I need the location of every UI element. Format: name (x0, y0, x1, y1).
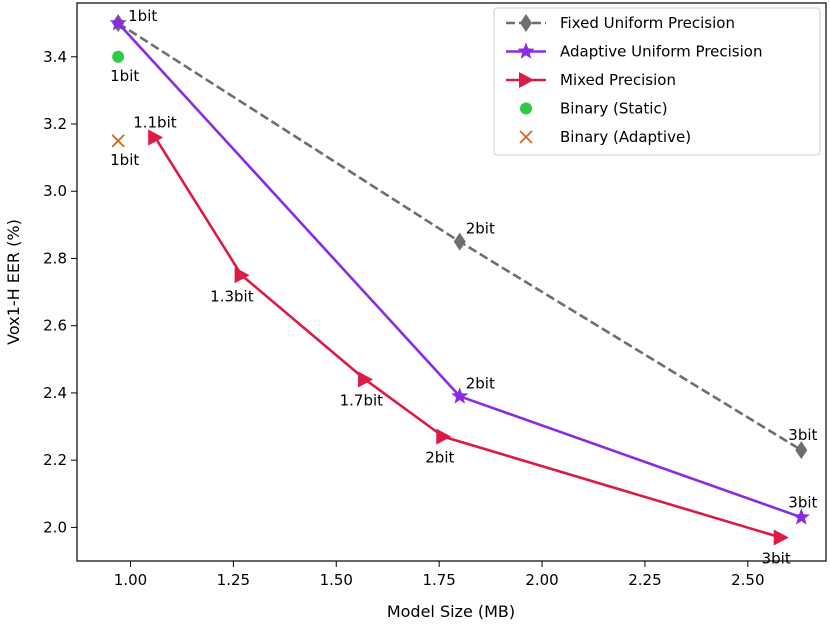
point-annotation: 1.7bit (340, 391, 384, 409)
point-annotation: 1bit (110, 67, 139, 85)
data-point-marker (436, 428, 452, 445)
x-tick-label: 2.25 (628, 571, 661, 589)
y-tick-label: 3.4 (43, 48, 67, 66)
legend-label: Binary (Adaptive) (560, 128, 691, 146)
legend-marker (519, 72, 534, 88)
data-point-marker (148, 129, 164, 146)
x-axis-label: Model Size (MB) (387, 602, 515, 621)
legend-label: Adaptive Uniform Precision (560, 43, 762, 61)
x-tick-label: 1.75 (422, 571, 455, 589)
series-adaptive-uniform-precision (109, 14, 810, 525)
legend-marker (517, 42, 535, 59)
legend-label: Mixed Precision (560, 71, 676, 89)
point-annotation: 2bit (466, 220, 495, 238)
legend-entry: Fixed Uniform Precision (506, 14, 735, 32)
series-binary-static (112, 50, 125, 63)
data-point-marker (451, 387, 469, 404)
data-point-marker (358, 371, 374, 388)
legend-marker (520, 14, 532, 32)
y-tick-label: 2.4 (43, 384, 67, 402)
x-tick-label: 1.00 (114, 571, 147, 589)
y-tick-label: 2.8 (43, 249, 67, 267)
legend-entry: Binary (Static) (520, 100, 668, 118)
point-annotation: 3bit (762, 549, 791, 567)
point-annotation: 1.3bit (210, 287, 254, 305)
y-tick-label: 3.0 (43, 182, 67, 200)
x-tick-label: 2.00 (525, 571, 558, 589)
legend-marker (520, 102, 532, 115)
legend-label: Binary (Static) (560, 100, 668, 118)
series-mixed-precision (148, 129, 789, 546)
data-point-marker (111, 134, 125, 148)
x-tick-label: 1.25 (217, 571, 250, 589)
legend-label: Fixed Uniform Precision (560, 14, 735, 32)
data-point-marker (234, 267, 250, 284)
y-tick-label: 2.2 (43, 451, 67, 469)
point-annotation: 2bit (466, 374, 495, 392)
legend: Fixed Uniform Precision Adaptive Uniform … (493, 7, 821, 156)
plot-frame (76, 2, 827, 562)
data-point-marker (453, 232, 466, 251)
annotation-layer: 1bit 1bit 1bit 1.1bit 1.3bit 1.7bit 2bit 2bit 2b… (110, 7, 817, 567)
point-annotation: 1bit (128, 7, 157, 25)
y-axis-ticks: 2.0 2.2 2.4 2.6 2.8 3.0 3.2 3.4 (43, 48, 77, 536)
series-layer (109, 14, 810, 546)
y-tick-label: 2.0 (43, 518, 67, 536)
point-annotation: 1bit (110, 151, 139, 169)
y-tick-label: 2.6 (43, 317, 67, 335)
y-tick-label: 3.2 (43, 115, 67, 133)
legend-box (493, 7, 821, 156)
point-annotation: 3bit (788, 426, 817, 444)
point-annotation: 1.1bit (133, 113, 177, 131)
point-annotation: 2bit (425, 449, 454, 467)
series-binary-adaptive (111, 134, 125, 148)
data-point-marker (792, 508, 810, 525)
data-point-marker (109, 14, 127, 31)
y-axis-label: Vox1-H EER (%) (4, 219, 23, 345)
x-axis-ticks: 1.00 1.25 1.50 1.75 2.00 2.25 2.50 (114, 561, 765, 589)
x-tick-label: 2.50 (731, 571, 764, 589)
legend-entry: Binary (Adaptive) (519, 128, 691, 146)
legend-marker (519, 130, 533, 144)
data-point-marker (773, 529, 789, 546)
x-tick-label: 1.50 (320, 571, 353, 589)
legend-entry: Adaptive Uniform Precision (506, 42, 762, 61)
data-point-marker (795, 441, 808, 460)
data-point-marker (112, 50, 125, 63)
legend-entry: Mixed Precision (506, 71, 676, 89)
point-annotation: 3bit (788, 493, 817, 511)
